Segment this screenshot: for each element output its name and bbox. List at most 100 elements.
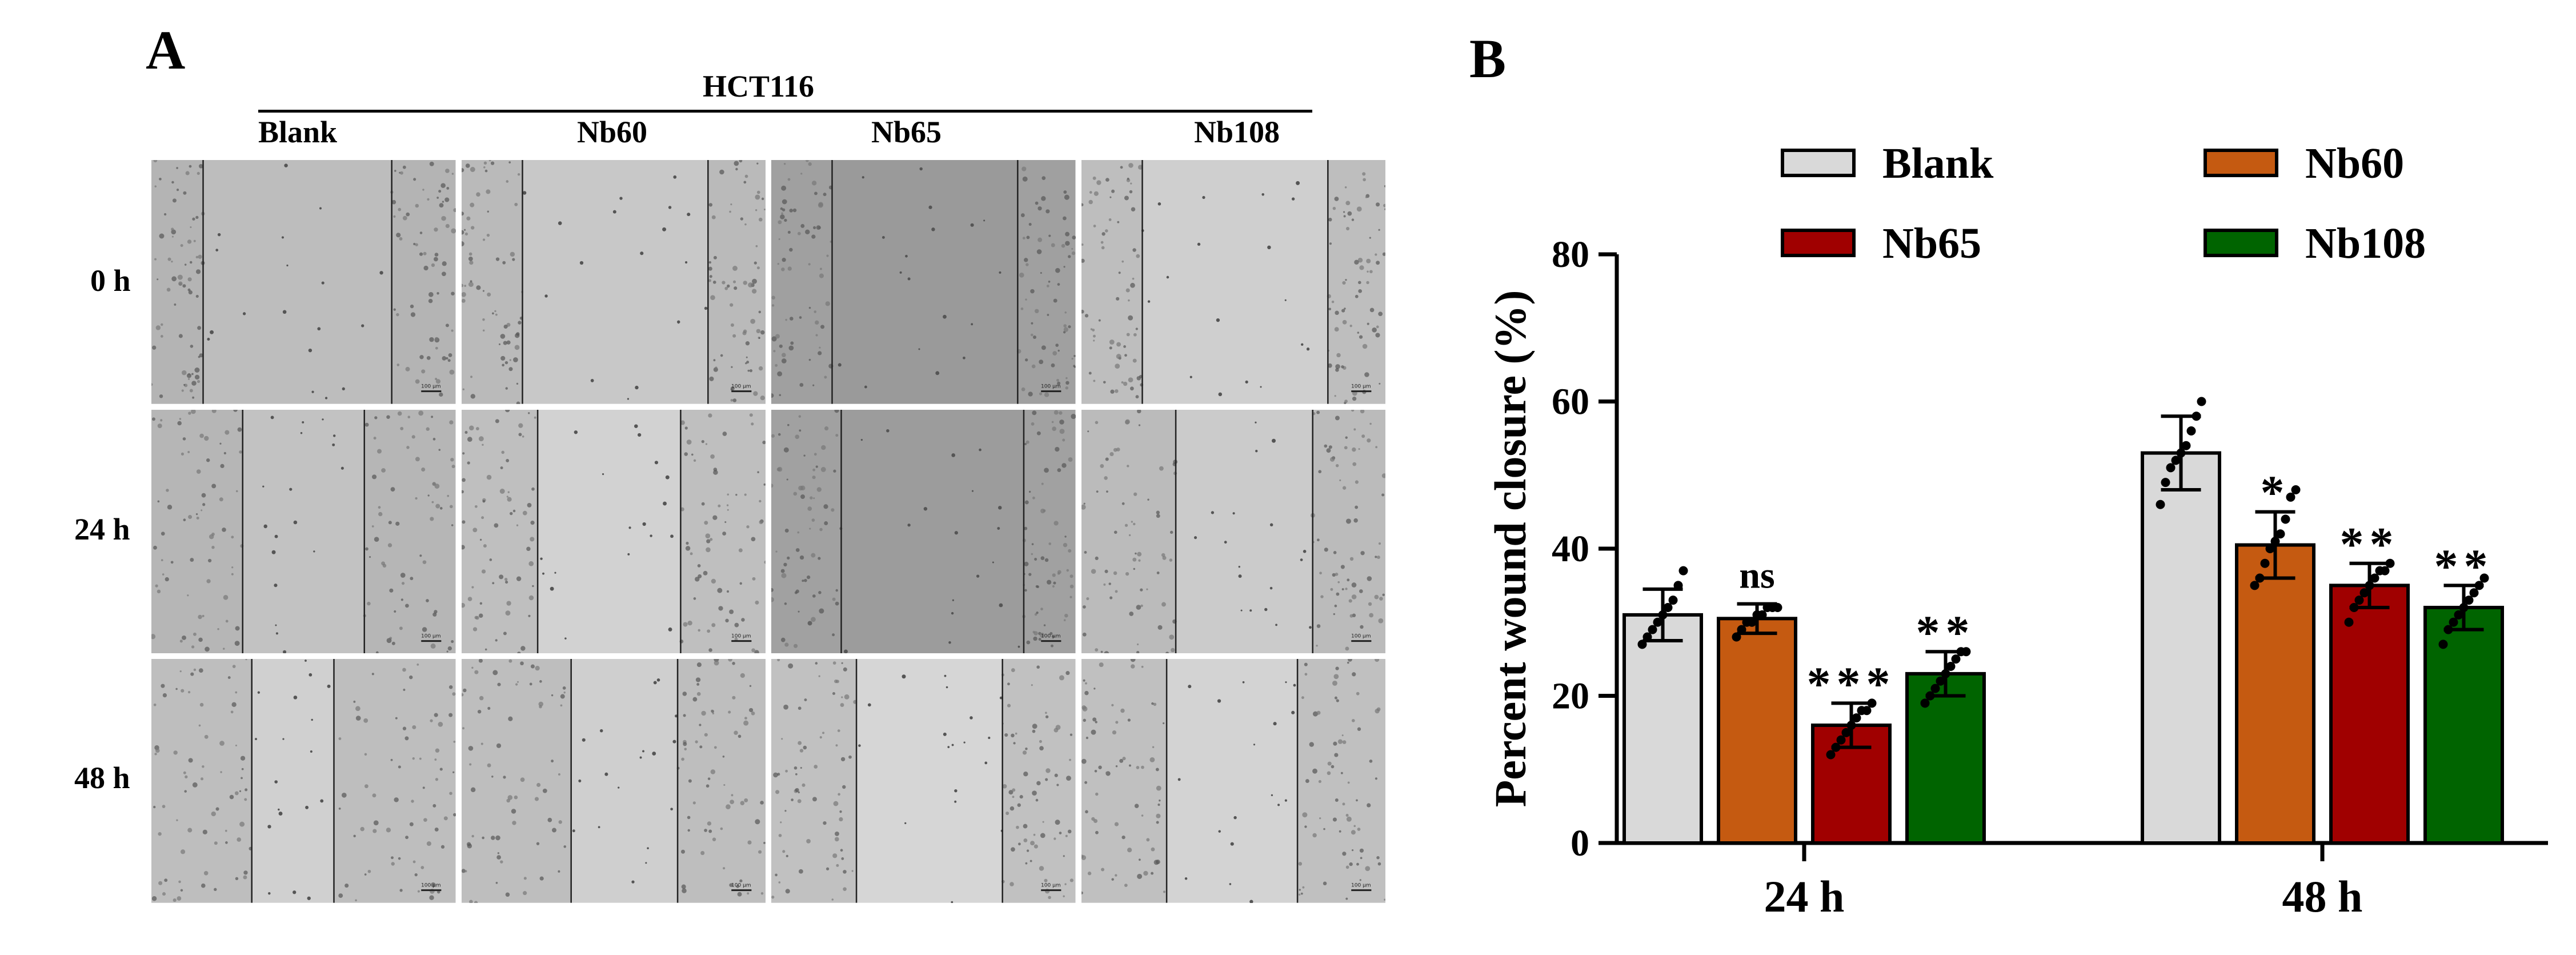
significance-label: ** xyxy=(2434,540,2494,593)
scale-bar-label: 100 μm xyxy=(1041,883,1061,889)
data-point xyxy=(2291,485,2301,494)
data-point xyxy=(1826,750,1836,760)
data-point xyxy=(2171,455,2181,465)
micrograph-nb60-24h: 100 μm xyxy=(461,409,766,654)
data-point xyxy=(2438,640,2448,649)
cell-line-underline xyxy=(258,110,1312,113)
bar-nb65-48h xyxy=(2329,584,2410,845)
data-point xyxy=(1663,603,1673,612)
micrograph-nb65-48h: 100 μm xyxy=(771,659,1076,903)
scale-bar-label: 100 μm xyxy=(1041,633,1061,639)
y-axis-label: Percent wound closure (%) xyxy=(1485,290,1535,808)
significance-label: ** xyxy=(2340,518,2399,571)
data-point xyxy=(2166,463,2176,473)
data-point xyxy=(1747,617,1757,627)
scale-bar-label: 100 μm xyxy=(1351,883,1371,889)
data-point xyxy=(2161,478,2170,488)
data-point xyxy=(1757,610,1767,620)
legend-swatch-nb65 xyxy=(1781,229,1856,257)
row-header-48h: 48 h xyxy=(74,761,130,795)
row-header-0h: 0 h xyxy=(90,263,131,298)
x-tick-label: 24 h xyxy=(1764,872,1845,921)
data-point xyxy=(1946,662,1956,671)
legend-swatch-nb60 xyxy=(2204,149,2278,177)
data-point xyxy=(2354,596,2364,605)
data-point xyxy=(1836,735,1846,745)
data-point xyxy=(1678,566,1688,576)
panel-b-letter: B xyxy=(1469,28,1507,89)
micrograph-nb60-48h: 100 μm xyxy=(461,659,766,903)
micrograph-nb108-24h: 100 μm xyxy=(1081,409,1385,654)
data-point xyxy=(1951,654,1961,664)
column-header-nb60: Nb60 xyxy=(577,115,648,149)
micrograph-nb65-24h: 100 μm xyxy=(771,409,1076,654)
scale-bar-label: 100 μm xyxy=(1351,384,1371,390)
scale-bar-label: 100 μm xyxy=(731,633,751,639)
legend-label-nb60: Nb60 xyxy=(2305,139,2404,187)
data-point xyxy=(2197,397,2206,406)
data-point xyxy=(1841,728,1851,737)
y-tick-label: 40 xyxy=(1552,528,1589,570)
data-point xyxy=(2186,426,2196,435)
data-point xyxy=(2344,617,2354,627)
bar-blank-24h xyxy=(1622,613,1703,845)
legend-label-nb65: Nb65 xyxy=(1882,219,1981,267)
scale-bar-label: 100 μm xyxy=(421,384,441,390)
bar-nb60-48h xyxy=(2235,543,2315,845)
data-point xyxy=(2281,514,2290,524)
scale-bar-label: 100 μm xyxy=(421,633,441,639)
micrograph-nb65-0h: 100 μm xyxy=(771,160,1076,404)
significance-label: ns xyxy=(1739,555,1774,597)
micrograph-grid: 100 μm 100 μm 100 μm 100 μm 100 μm 100 μm 100 … xyxy=(151,160,1385,903)
y-tick-label: 60 xyxy=(1552,381,1589,423)
bar-blank-48h xyxy=(2141,451,2221,845)
data-point xyxy=(1852,713,1861,723)
data-point xyxy=(2449,617,2458,627)
y-tick-label: 0 xyxy=(1571,822,1589,864)
y-tick-label: 20 xyxy=(1552,676,1589,717)
data-point xyxy=(2359,588,2369,598)
scale-bar-label: 100 μm xyxy=(1351,633,1371,639)
data-point xyxy=(1920,698,1930,708)
scale-bar-label: 100 μm xyxy=(421,883,441,889)
data-point xyxy=(1961,647,1971,657)
data-point xyxy=(1867,698,1877,708)
data-point xyxy=(2479,573,2489,583)
bar-nb108-24h xyxy=(1905,672,1986,845)
data-point xyxy=(2286,492,2295,502)
panel-a-letter: A xyxy=(146,19,186,81)
legend-label-nb108: Nb108 xyxy=(2305,219,2426,267)
data-point xyxy=(1648,625,1657,634)
data-point xyxy=(1930,684,1940,693)
data-point xyxy=(2260,558,2270,568)
data-point xyxy=(2380,566,2390,576)
x-tick-label: 48 h xyxy=(2282,872,2363,921)
data-point xyxy=(2181,441,2191,450)
data-point xyxy=(1653,617,1662,627)
y-tick-label: 80 xyxy=(1552,234,1589,275)
bar-nb60-24h xyxy=(1717,617,1797,845)
column-header-nb65: Nb65 xyxy=(871,115,942,149)
data-point xyxy=(1862,706,1872,716)
data-point xyxy=(1936,676,1945,686)
data-point xyxy=(2454,610,2463,620)
significance-label: * xyxy=(2261,466,2290,520)
scale-bar-label: 100 μm xyxy=(731,384,751,390)
legend-label-blank: Blank xyxy=(1882,139,1994,187)
micrograph-nb108-48h: 100 μm xyxy=(1081,659,1385,903)
column-header-blank: Blank xyxy=(258,115,338,149)
legend-swatch-blank xyxy=(1781,149,1856,177)
row-header-24h: 24 h xyxy=(74,512,130,546)
micrograph-nb60-0h: 100 μm xyxy=(461,160,766,404)
data-point xyxy=(2464,596,2474,605)
column-header-nb108: Nb108 xyxy=(1194,115,1280,149)
significance-label: *** xyxy=(1807,657,1896,710)
micrograph-blank-24h: 100 μm xyxy=(151,409,456,654)
data-point xyxy=(2385,558,2395,568)
micrograph-blank-48h: 100 μm xyxy=(151,659,456,903)
cell-line-title: HCT116 xyxy=(703,69,815,103)
data-point xyxy=(2370,573,2379,583)
data-point xyxy=(2275,529,2285,539)
scale-bar-label: 100 μm xyxy=(731,883,751,889)
data-point xyxy=(2156,500,2165,509)
